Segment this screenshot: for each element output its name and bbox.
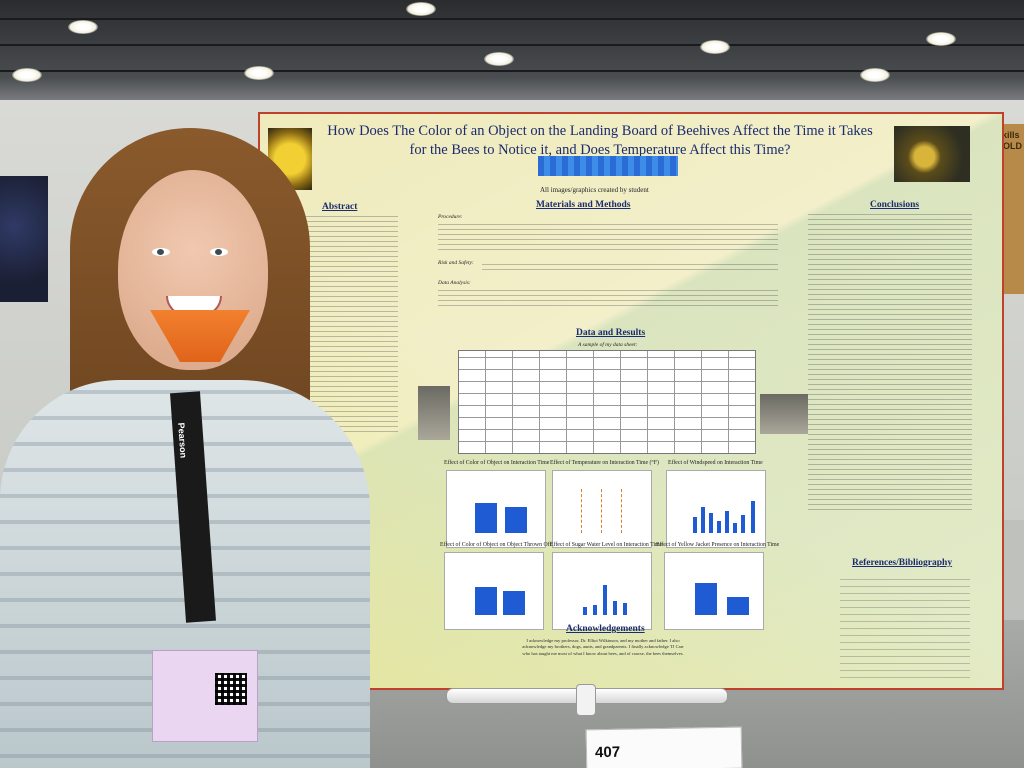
- procedure-text: [438, 222, 778, 254]
- abstract-heading: Abstract: [322, 202, 358, 212]
- references-heading: References/Bibliography: [852, 558, 953, 568]
- chart-caption-3: Effect of Windspeed on Interaction Time: [668, 460, 763, 466]
- materials-heading: Materials and Methods: [536, 200, 631, 210]
- chart-bar: [505, 507, 527, 533]
- ceiling-light: [244, 66, 274, 80]
- name-badge: [152, 650, 258, 742]
- ceiling-light: [700, 40, 730, 54]
- acknowledgements-text: I acknowledge my professor, Dr. Elliot W…: [522, 638, 684, 656]
- poster-title: How Does The Color of an Object on the L…: [327, 123, 873, 158]
- ceiling-light: [484, 52, 514, 66]
- eye: [210, 248, 228, 256]
- hive-photo: [418, 386, 450, 440]
- image-credit: All images/graphics created by student: [540, 186, 649, 194]
- chart-caption-2: Effect of Temperature on Interaction Tim…: [550, 460, 659, 466]
- chart-caption-6: Effect of Yellow Jacket Presence on Inte…: [656, 542, 780, 548]
- science-poster: How Does The Color of an Object on the L…: [258, 112, 1004, 690]
- risk-text: [482, 260, 778, 274]
- left-poster: [0, 176, 48, 302]
- chart-sugar-water: [552, 552, 652, 630]
- entry-number: 407: [594, 743, 621, 762]
- student: Pearson: [0, 120, 380, 768]
- chart-temperature: [552, 470, 652, 548]
- chart-yellow-jacket: [664, 552, 764, 630]
- sample-label: A sample of my data sheet:: [578, 342, 638, 348]
- ceiling-light: [406, 2, 436, 16]
- conclusions-text: [808, 214, 972, 514]
- chart-thrown-off: [444, 552, 544, 630]
- chart-caption-4: Effect of Color of Object on Object Thro…: [440, 542, 552, 548]
- chart-windspeed: [666, 470, 766, 548]
- pipe-joint: [576, 684, 596, 716]
- hive-photo-right: [760, 394, 808, 434]
- chart-color-interaction: [446, 470, 546, 548]
- lanyard-text: Pearson: [176, 422, 189, 459]
- ceiling-light: [68, 20, 98, 34]
- entry-number-card: 407: [585, 726, 743, 768]
- chart-caption-5: Effect of Sugar Water Level on Interacti…: [550, 542, 663, 548]
- ceiling: [0, 0, 1024, 110]
- truss: [0, 70, 1024, 72]
- risk-label: Risk and Safety:: [438, 260, 474, 266]
- eye: [152, 248, 170, 256]
- analysis-text: [438, 288, 778, 310]
- truss: [0, 44, 1024, 46]
- references-text: [840, 574, 970, 684]
- conclusions-heading: Conclusions: [870, 200, 920, 210]
- chart-bar: [475, 503, 497, 533]
- analysis-label: Data Analysis:: [438, 280, 471, 286]
- ceiling-light: [926, 32, 956, 46]
- bee-photo: [894, 126, 970, 182]
- ceiling-light: [860, 68, 890, 82]
- data-sheet-table: [458, 350, 756, 454]
- data-results-heading: Data and Results: [576, 328, 646, 338]
- truss: [0, 18, 1024, 20]
- title-graphic: [538, 156, 678, 176]
- procedure-label: Procedure:: [438, 214, 463, 220]
- chart-caption-1: Effect of Color of Object on Interaction…: [444, 460, 550, 466]
- qr-code-icon: [215, 673, 247, 705]
- ceiling-light: [12, 68, 42, 82]
- acknowledgements-heading: Acknowledgements: [566, 624, 645, 634]
